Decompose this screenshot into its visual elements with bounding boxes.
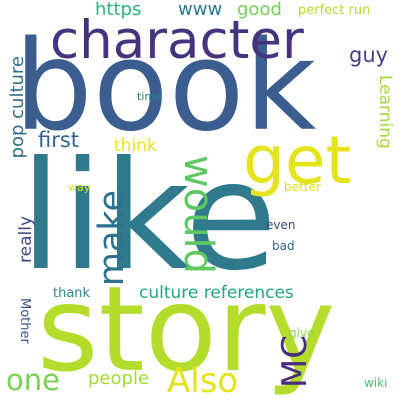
word-give: give	[289, 326, 315, 340]
word-character: character	[50, 10, 304, 71]
word-https: https	[95, 0, 142, 20]
word-get: get	[243, 122, 352, 199]
word-people: people	[88, 368, 150, 389]
word-like: like	[20, 130, 278, 304]
word-also: Also	[167, 361, 239, 400]
word-make: make	[92, 190, 132, 287]
word-think: think	[114, 136, 157, 156]
word-first: first	[38, 128, 80, 152]
word-bad: bad	[272, 239, 295, 253]
word-guy: guy	[349, 43, 389, 67]
word-time: time	[137, 90, 162, 103]
word-learning: Learning	[375, 75, 395, 149]
word-book: book	[14, 15, 317, 159]
word-mc: MC	[275, 335, 315, 389]
word-even: even	[266, 218, 296, 232]
word-would: would	[175, 155, 221, 275]
word-good: good	[237, 0, 282, 20]
word-wiki: wiki	[364, 376, 388, 390]
word-one: one	[6, 363, 60, 397]
word-perfect-run: perfect run	[298, 3, 371, 18]
word-way: way	[68, 181, 91, 194]
word-www: www	[178, 0, 223, 20]
word-better: better	[284, 180, 321, 194]
word-really: really	[16, 216, 36, 263]
word-mother: Mother	[17, 298, 32, 344]
word-thank: thank	[53, 286, 91, 301]
word-pop-culture: pop culture	[7, 56, 28, 159]
word-story: story	[37, 260, 336, 398]
word-culture-references: culture references	[139, 283, 294, 303]
